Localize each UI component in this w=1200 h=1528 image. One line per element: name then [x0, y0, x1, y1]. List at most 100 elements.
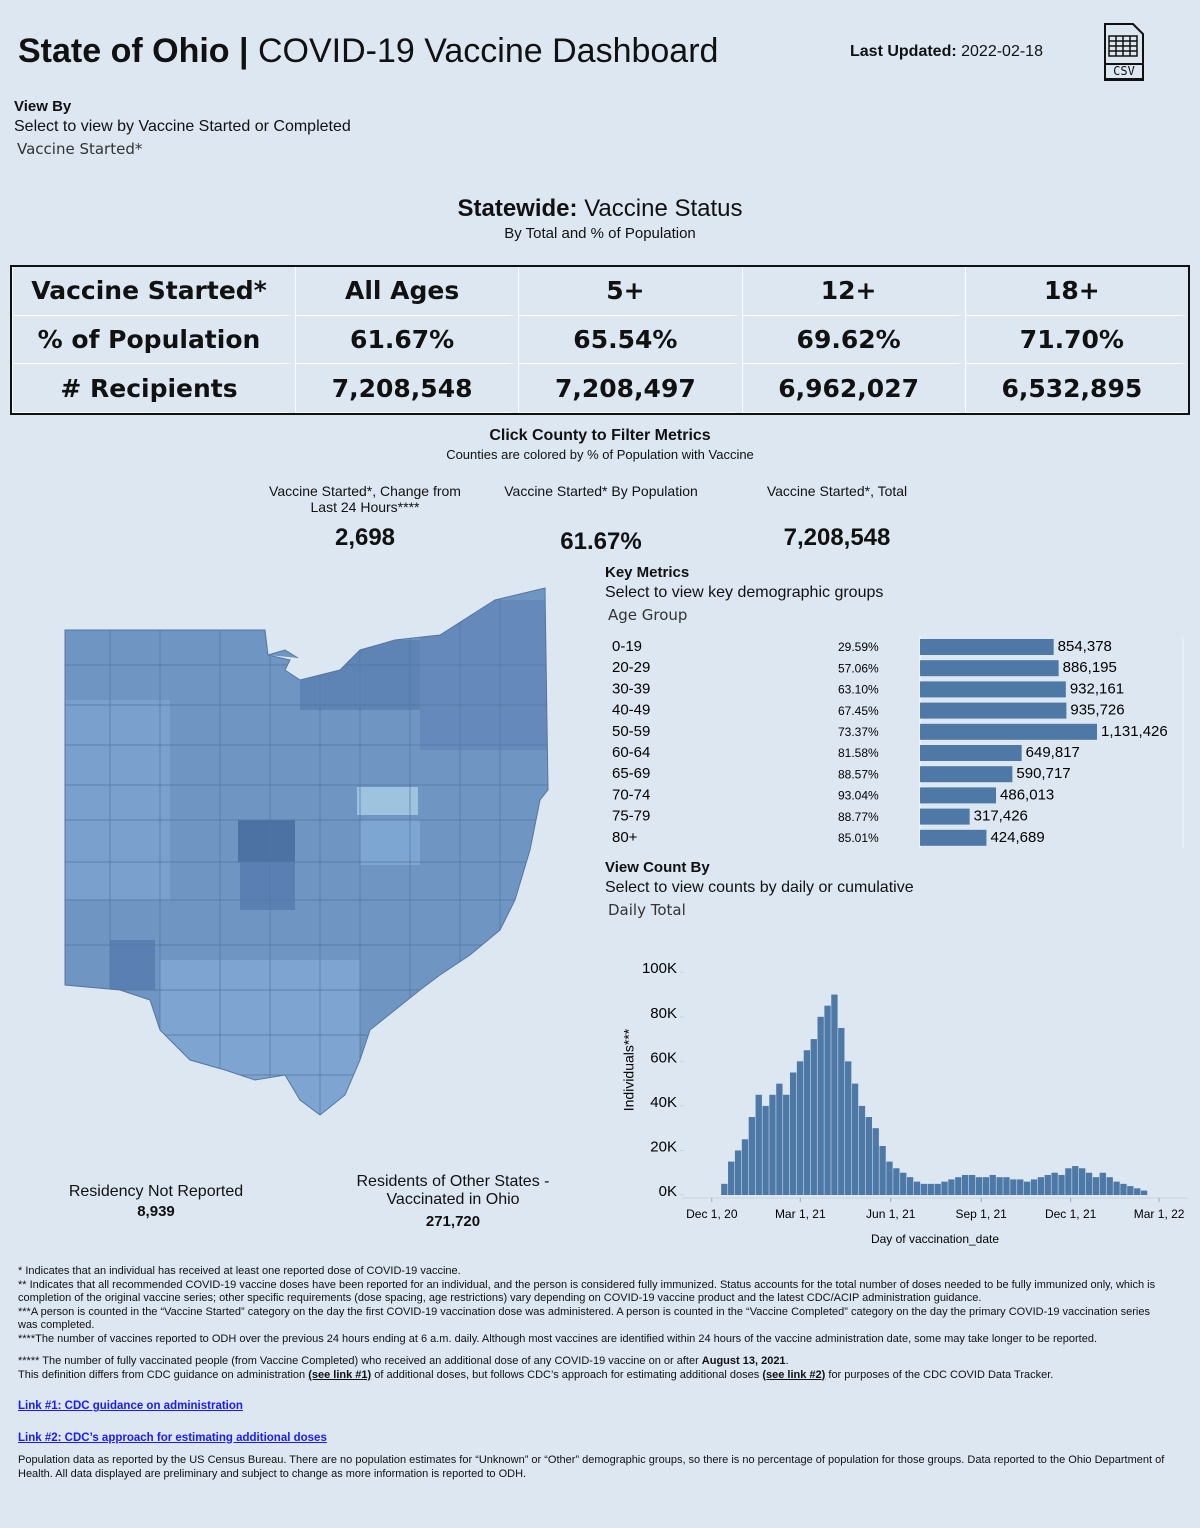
bar — [920, 829, 987, 846]
bar — [913, 1181, 921, 1195]
bar — [1106, 1177, 1113, 1195]
percent-label: 67.45% — [838, 704, 879, 718]
statewide-table: Vaccine Started* All Ages 5+ 12+ 18+% of Pop… — [10, 265, 1190, 415]
bar — [1058, 1174, 1065, 1195]
value-label: 424,689 — [990, 829, 1044, 846]
table-row: % of Population 61.67% 65.54% 69.62% 71.70% — [12, 315, 1188, 365]
value-label: 854,378 — [1058, 638, 1112, 655]
state-outline — [64, 587, 549, 1116]
bar — [831, 994, 838, 1195]
bar — [1085, 1172, 1093, 1195]
footnote: ****The number of vaccines reported to O… — [18, 1332, 1097, 1345]
footnote: Population data as reported by the US Ce… — [18, 1454, 1165, 1480]
count-by-subtitle: Select to view counts by daily or cumula… — [605, 879, 914, 896]
updated-value: 2022-02-18 — [961, 43, 1043, 60]
bar — [1099, 1172, 1106, 1195]
county-fill[interactable] — [420, 600, 550, 750]
link[interactable]: Link #2: CDC’s approach for estimating a… — [18, 1431, 327, 1444]
table-cell: 71.70% — [964, 315, 1188, 365]
statewide-title-rest: Vaccine Status — [584, 195, 743, 222]
bar — [934, 1183, 941, 1195]
bar — [1113, 1181, 1120, 1195]
value-label: 886,195 — [1063, 659, 1117, 676]
statewide-title: Statewide: Vaccine Status — [0, 195, 1200, 223]
bar — [900, 1172, 907, 1195]
x-tick-label: Jun 1, 21 — [866, 1207, 916, 1221]
bar — [741, 1139, 749, 1195]
bar — [1120, 1183, 1127, 1195]
count-by-title: View Count By — [605, 859, 710, 876]
table-cell: 65.54% — [518, 315, 742, 365]
footnote: ***A person is counted in the “Vaccine S… — [18, 1305, 1150, 1332]
key-metrics-title: Key Metrics — [605, 564, 690, 581]
age-group-dropdown[interactable]: Age Group — [608, 606, 688, 624]
county-fill[interactable] — [160, 960, 360, 1120]
view-by-dropdown[interactable]: Vaccine Started* — [17, 140, 143, 158]
header-cell: 18+ — [964, 267, 1188, 316]
bar — [879, 1146, 886, 1195]
footnote: ** Indicates that all recommended COVID-… — [18, 1278, 1156, 1305]
view-by-subtitle: Select to view by Vaccine Started or Com… — [14, 118, 351, 135]
bar — [989, 1174, 996, 1195]
count-by-dropdown[interactable]: Daily Total — [608, 901, 686, 919]
percent-label: 57.06% — [838, 661, 879, 675]
footnote: ***** The number of fully vaccinated peo… — [18, 1355, 1168, 1369]
county-fill[interactable] — [357, 787, 418, 815]
bar — [1065, 1168, 1072, 1195]
csv-label[interactable]: CSV — [1104, 63, 1144, 80]
table-row: Vaccine Started* All Ages 5+ 12+ 18+ — [12, 267, 1188, 316]
kpi-label: Vaccine Started*, Change from Last 24 Ho… — [269, 483, 461, 515]
updated-label: Last Updated: — [850, 43, 957, 60]
x-tick-label: Dec 1, 20 — [686, 1207, 738, 1221]
category-label: 65-69 — [612, 765, 650, 782]
bar — [748, 1117, 756, 1195]
bar — [845, 1061, 852, 1195]
y-axis-label: Individuals*** — [621, 1028, 637, 1111]
link: Link #1: CDC guidance on administration — [18, 1400, 1168, 1414]
county-fill[interactable] — [110, 940, 155, 990]
x-tick-label: Sep 1, 21 — [955, 1207, 1007, 1221]
statewide-title-bold: Statewide: — [457, 195, 578, 222]
bar — [920, 639, 1054, 655]
bar — [858, 1105, 866, 1195]
category-label: 80+ — [612, 829, 638, 846]
category-label: 20-29 — [612, 659, 650, 676]
footnotes: * Indicates that an individual has recei… — [18, 1265, 1168, 1481]
y-tick-label: 0K — [659, 1183, 677, 1200]
statewide-subtitle: By Total and % of Population — [504, 225, 696, 242]
bar — [1092, 1177, 1100, 1195]
category-label: 50-59 — [612, 723, 650, 740]
bar — [1010, 1179, 1017, 1195]
county-map[interactable] — [60, 585, 555, 1120]
key-metrics-subtitle: Select to view key demographic groups — [605, 584, 884, 601]
bar — [886, 1161, 893, 1195]
bar — [755, 1094, 762, 1195]
table-cell: 69.62% — [741, 315, 965, 365]
bar — [824, 1005, 831, 1195]
link-ref[interactable]: (see link #2) — [762, 1368, 826, 1381]
bar — [920, 766, 1013, 783]
bar — [920, 681, 1066, 698]
link-ref[interactable]: (see link #1) — [308, 1368, 372, 1381]
county-fill[interactable] — [240, 862, 295, 910]
kpi-label: Vaccine Started* By Population — [504, 483, 698, 499]
text: for purposes of the CDC COVID Data Track… — [825, 1368, 1054, 1381]
table-cell: 6,532,895 — [964, 364, 1188, 413]
category-label: 30-39 — [612, 680, 650, 697]
text: of additional doses, but follows CDC’s a… — [371, 1368, 763, 1381]
table-cell: 7,208,548 — [295, 364, 519, 413]
x-axis-label: Day of vaccination_date — [871, 1232, 999, 1246]
link[interactable]: Link #1: CDC guidance on administration — [18, 1400, 243, 1412]
title-bold: State of Ohio | — [18, 32, 249, 70]
percent-label: 88.57% — [838, 767, 879, 781]
csv-download[interactable]: CSV — [1101, 22, 1145, 82]
bar — [955, 1177, 962, 1195]
county-fill[interactable] — [360, 820, 420, 865]
footnote: * Indicates that an individual has recei… — [18, 1265, 461, 1277]
value-label: 935,726 — [1070, 702, 1124, 719]
bar — [1051, 1172, 1058, 1195]
bar — [1078, 1168, 1086, 1195]
value-label: 486,013 — [1000, 786, 1054, 803]
county-fill[interactable] — [60, 700, 170, 900]
county-fill[interactable] — [238, 820, 295, 862]
